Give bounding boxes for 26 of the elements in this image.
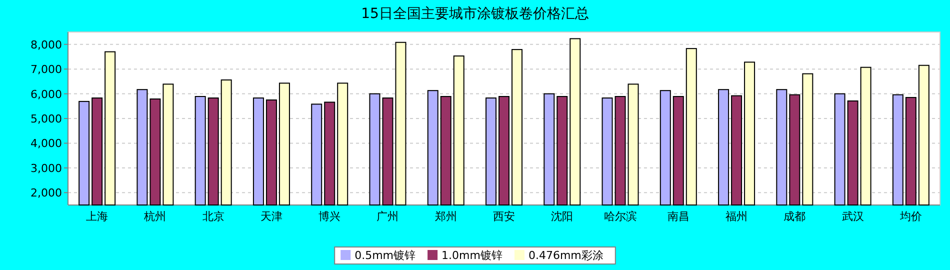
- y-tick-label: 6,000: [30, 88, 62, 101]
- y-tick-label: 8,000: [30, 38, 62, 52]
- legend-label: 0.476mm彩涂: [528, 249, 604, 262]
- x-tick-label: 武汉: [842, 210, 864, 223]
- x-tick-label: 郑州: [434, 210, 457, 223]
- x-tick-label: 福州: [726, 210, 748, 223]
- legend-label: 1.0mm镀锌: [442, 249, 502, 262]
- x-tick-label: 均价: [898, 210, 922, 223]
- y-tick-label: 4,000: [30, 137, 62, 150]
- y-tick-label: 3,000: [30, 162, 62, 175]
- x-tick-label: 广州: [376, 210, 399, 223]
- x-tick-label: 西安: [493, 210, 515, 223]
- x-tick-label: 南昌: [667, 210, 690, 223]
- y-tick-label: 5,000: [30, 112, 62, 126]
- x-tick-label: 北京: [202, 210, 224, 223]
- x-tick-label: 博兴: [318, 210, 341, 223]
- x-tick-label: 天津: [260, 210, 282, 223]
- x-tick-label: 杭州: [143, 210, 166, 223]
- legend-label: 0.5mm镀锌: [354, 249, 416, 262]
- x-tick-label: 成都: [784, 210, 806, 223]
- x-tick-label: 哈尔滨: [604, 210, 637, 223]
- y-tick-label: 2,000: [30, 186, 62, 200]
- chart-title: 15日全国主要城市涂镀板卷价格汇总: [361, 6, 589, 22]
- y-tick-label: 7,000: [30, 63, 62, 76]
- x-tick-label: 上海: [86, 210, 108, 223]
- x-tick-label: 沈阳: [551, 210, 574, 223]
